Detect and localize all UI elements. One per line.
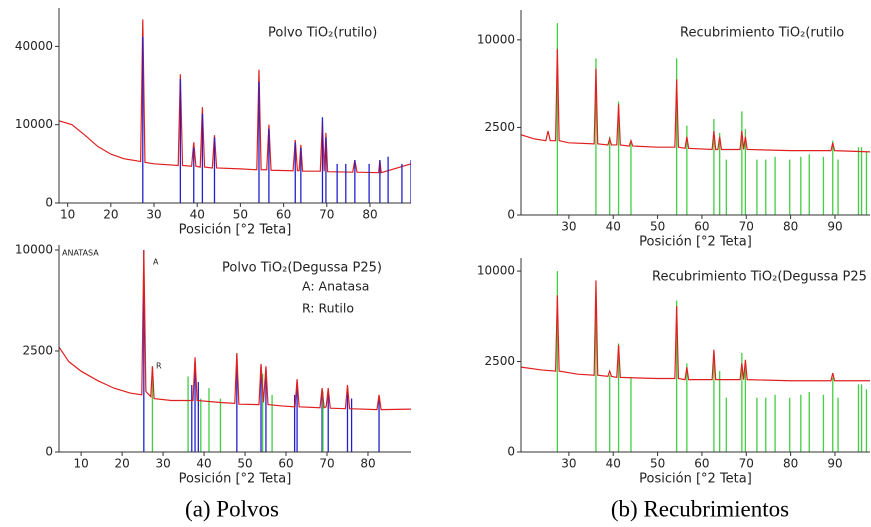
y-tick-label: 2500: [484, 120, 515, 134]
x-tick-label: 20: [103, 208, 118, 222]
y-tick-label: 10000: [15, 242, 53, 256]
panel: 0 2500 10000 30 40 50 60 70 80 90 Posición [°2 Tet…: [477, 10, 870, 250]
x-tick-label: 50: [650, 457, 665, 471]
y-tick-label: 10000: [477, 264, 515, 278]
annotation: R: Rutilo: [302, 301, 354, 316]
y-tick-label: 2500: [484, 354, 515, 368]
x-tick-label: 80: [362, 208, 377, 222]
x-tick-label: 50: [233, 208, 248, 222]
panel: 0 10000 40000 10 20 30 40 50 60 70 80 Posición [°2 …: [15, 8, 411, 238]
caption: (a) Polvos: [185, 496, 279, 521]
x-tick-label: 60: [278, 457, 293, 471]
plot-area: [59, 19, 411, 203]
x-tick-label: 10: [60, 208, 75, 222]
panel-title: Polvo TiO₂(Degussa P25): [222, 261, 382, 276]
pattern-line: [59, 19, 411, 174]
x-tick-label: 40: [606, 220, 621, 234]
y-tick-label: 10000: [15, 117, 53, 131]
y-tick-label: 0: [507, 445, 515, 459]
x-axis-label: Posición [°2 Teta]: [639, 235, 752, 250]
plot-area: [59, 249, 411, 452]
x-tick-label: 20: [114, 457, 129, 471]
y-tick-label: 10000: [477, 32, 515, 46]
y-tick-label: 0: [45, 445, 53, 459]
annotation: A: [153, 258, 159, 267]
panel: 0 2500 10000 30 40 50 60 70 80 90 Posición [°2 Tet…: [477, 258, 870, 487]
x-tick-label: 80: [360, 457, 375, 471]
panel: 0 2500 10000 10 20 30 40 50 60 70 80 Posición [°2 T…: [15, 242, 411, 487]
x-tick-label: 80: [783, 457, 798, 471]
plot-area: [521, 271, 870, 452]
x-tick-label: 60: [276, 208, 291, 222]
annotation: A: Anatasa: [302, 279, 369, 294]
x-tick-label: 90: [827, 220, 842, 234]
x-tick-label: 30: [155, 457, 170, 471]
x-tick-label: 50: [237, 457, 252, 471]
x-tick-label: 70: [739, 457, 754, 471]
panel-title: Recubrimiento TiO₂(rutilo: [680, 26, 844, 41]
x-tick-label: 80: [783, 220, 798, 234]
panel-title: Recubrimiento TiO₂(Degussa P25: [652, 270, 867, 285]
x-tick-label: 70: [739, 220, 754, 234]
caption: (b) Recubrimientos: [611, 496, 789, 521]
x-tick-label: 90: [827, 457, 842, 471]
x-axis-label: Posición [°2 Teta]: [639, 472, 752, 487]
x-tick-label: 40: [190, 208, 205, 222]
panel-title: Polvo TiO₂(rutilo): [268, 26, 377, 41]
pattern-line: [521, 48, 870, 153]
plot-area: [521, 23, 870, 215]
x-tick-label: 60: [694, 220, 709, 234]
x-axis-label: Posición [°2 Teta]: [179, 472, 292, 487]
pattern-line: [59, 249, 411, 411]
x-tick-label: 30: [561, 220, 576, 234]
x-tick-label: 50: [650, 220, 665, 234]
y-tick-label: 40000: [15, 39, 53, 53]
y-tick-label: 0: [45, 196, 53, 210]
x-tick-label: 10: [73, 457, 88, 471]
y-tick-label: 0: [507, 208, 515, 222]
annotation: ANATASA: [62, 249, 99, 258]
pattern-line: [521, 280, 870, 382]
x-tick-label: 70: [319, 208, 334, 222]
x-tick-label: 40: [606, 457, 621, 471]
x-tick-label: 60: [694, 457, 709, 471]
x-tick-label: 70: [319, 457, 334, 471]
x-tick-label: 30: [146, 208, 161, 222]
annotation: R: [156, 362, 162, 371]
x-tick-label: 30: [561, 457, 576, 471]
x-tick-label: 40: [196, 457, 211, 471]
x-axis-label: Posición [°2 Teta]: [179, 223, 292, 238]
y-tick-label: 2500: [22, 343, 53, 357]
